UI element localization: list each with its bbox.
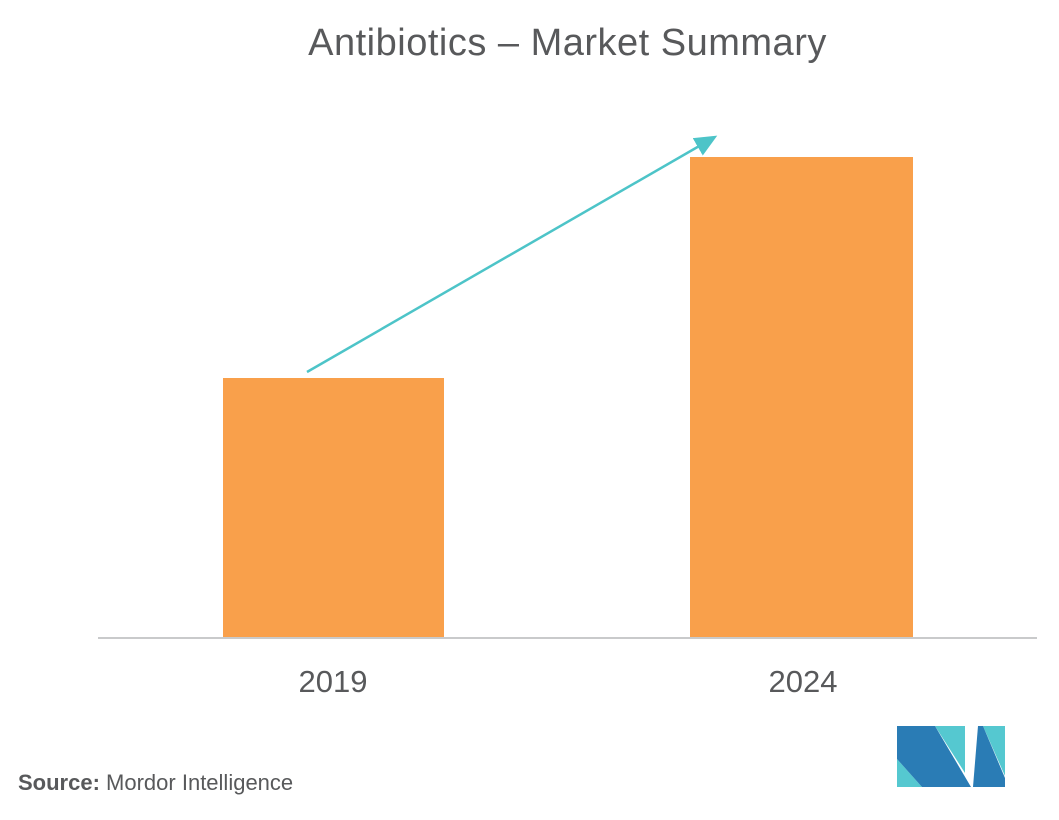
chart-title: Antibiotics – Market Summary [308,22,827,64]
x-tick-label-2019: 2019 [298,664,368,699]
source-text: Mordor Intelligence [106,770,294,795]
x-tick-label-2024: 2024 [768,664,838,699]
bar-2019 [223,378,444,638]
bar-2024 [690,157,913,638]
source-label: Source: [18,770,100,795]
mordor-intelligence-logo-icon [897,726,1005,787]
source-attribution: Source: Mordor Intelligence [18,770,293,796]
x-axis-line [98,637,1037,639]
